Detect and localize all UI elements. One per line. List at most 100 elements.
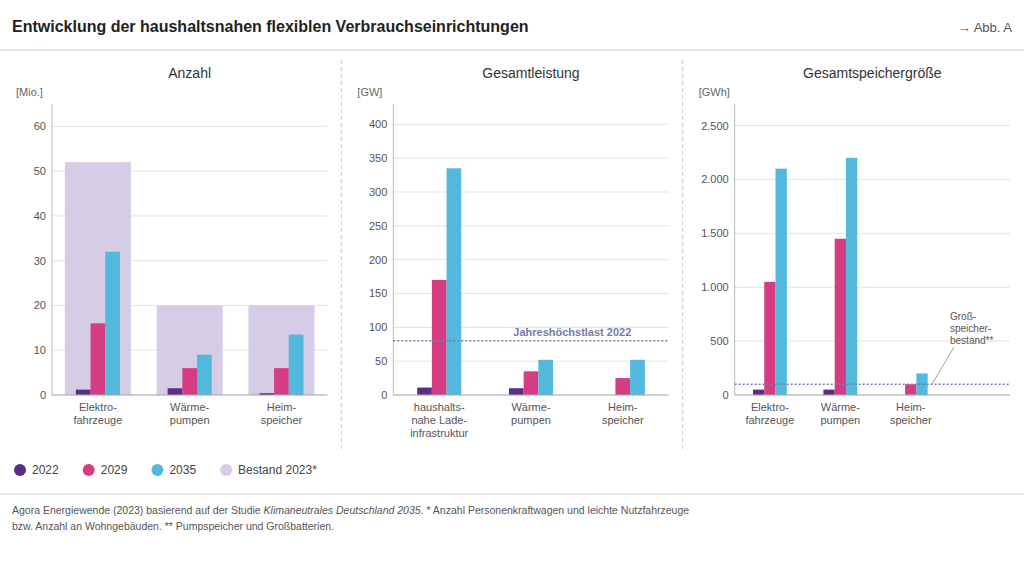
bar — [630, 360, 645, 395]
bar — [764, 282, 775, 395]
footnote-part: Agora Energiewende (2023) basierend auf … — [12, 504, 264, 516]
tick-label: 50 — [34, 165, 46, 177]
legend-marker — [151, 464, 163, 476]
bar — [432, 280, 447, 395]
bar — [524, 371, 539, 395]
category-label-line: speicher — [261, 414, 303, 426]
bar — [91, 323, 106, 395]
tick-label: 60 — [34, 120, 46, 132]
panel: Anzahl[Mio.]0102030405060Elektro-fahrzeu… — [16, 65, 327, 426]
legend-item: Bestand 2023* — [220, 463, 317, 477]
legend-marker — [83, 464, 95, 476]
panel: Gesamtleistung[GW]0501001502002503003504… — [357, 65, 668, 439]
category-label-line: fahrzeuge — [73, 414, 122, 426]
category-label: Elektro-fahrzeuge — [73, 401, 122, 426]
bar — [182, 368, 197, 395]
category-label: Heim-speicher — [261, 401, 303, 426]
footnote-part: Klimaneutrales Deutschland 2035 — [264, 504, 421, 516]
bar — [916, 373, 927, 395]
header-rule — [0, 50, 1024, 51]
tick-label: 400 — [369, 118, 387, 130]
bar — [823, 390, 834, 395]
chart-title: Gesamtspeichergröße — [803, 65, 942, 81]
legend-item: 2022 — [14, 463, 59, 477]
grid-line — [52, 126, 327, 127]
legend-item: 2035 — [151, 463, 196, 477]
backdrop-bar — [65, 162, 131, 395]
bar — [76, 390, 91, 395]
category-label: Wärme-pumpen — [170, 401, 210, 426]
category-label: Elektro-fahrzeuge — [745, 401, 794, 426]
legend-marker — [14, 464, 26, 476]
footnote-part: . * Anzahl Personenkraftwagen und leicht… — [421, 504, 690, 516]
annotation-leader — [932, 347, 954, 384]
footnote: Agora Energiewende (2023) basierend auf … — [12, 504, 689, 516]
legend-marker — [220, 464, 232, 476]
bars — [65, 162, 315, 395]
category-label-line: haushalts- — [414, 401, 465, 413]
category-label-line: Heim- — [896, 401, 926, 413]
tick-label: 40 — [34, 210, 46, 222]
bar — [538, 360, 553, 395]
bar — [197, 355, 212, 395]
bars — [753, 158, 928, 395]
reference-line — [735, 383, 1010, 385]
legend-item: 2029 — [83, 463, 128, 477]
grid-line — [393, 225, 668, 226]
figure-title: Entwicklung der haushaltsnahen flexiblen… — [12, 18, 529, 35]
x-axis-line — [393, 395, 668, 396]
bar — [835, 239, 846, 395]
grid-line — [393, 395, 668, 396]
panel-separator — [341, 60, 342, 452]
tick-label: 0 — [381, 389, 387, 401]
bar — [447, 168, 462, 395]
legend-label: 2035 — [169, 463, 196, 477]
tick-label: 200 — [369, 254, 387, 266]
annotation: Jahreshöchstlast 2022 — [513, 326, 631, 338]
grid-line — [52, 395, 327, 396]
bar — [905, 384, 916, 395]
chart-root: Entwicklung der haushaltsnahen flexiblen… — [0, 0, 1024, 567]
panel-separator — [682, 60, 683, 452]
bar — [417, 388, 432, 395]
tick-label: 30 — [34, 255, 46, 267]
bar — [753, 390, 764, 395]
annotation-line: speicher- — [950, 323, 991, 334]
chart-title: Gesamtleistung — [482, 65, 579, 81]
panel: Gesamtspeichergröße[GWh]05001.0001.5002.… — [699, 65, 1010, 426]
axis-label: [GWh] — [699, 86, 730, 98]
category-label-line: pumpen — [511, 414, 551, 426]
legend-label: 2029 — [101, 463, 128, 477]
category-label: Wärme-pumpen — [511, 401, 551, 426]
grid-line — [393, 191, 668, 192]
tick-label: 150 — [369, 287, 387, 299]
tick-label: 2.000 — [701, 173, 729, 185]
bar — [776, 169, 787, 395]
reference-line — [393, 340, 668, 342]
bars — [417, 168, 645, 395]
axis-label: [Mio.] — [16, 86, 43, 98]
tick-label: 300 — [369, 186, 387, 198]
footnote-rule — [0, 494, 1024, 495]
tick-label: 20 — [34, 299, 46, 311]
tick-label: 50 — [375, 355, 387, 367]
tick-label: 2.500 — [701, 120, 729, 132]
category-label: Heim-speicher — [890, 401, 932, 426]
bar — [289, 335, 304, 395]
x-axis-line — [735, 395, 1010, 396]
tick-label: 100 — [369, 321, 387, 333]
tick-label: 0 — [723, 389, 729, 401]
tick-label: 0 — [40, 389, 46, 401]
legend-label: Bestand 2023* — [238, 463, 317, 477]
tick-label: 250 — [369, 220, 387, 232]
category-label-line: Wärme- — [821, 401, 860, 413]
category-label-line: Heim- — [608, 401, 638, 413]
category-label-line: speicher — [602, 414, 644, 426]
category-label-line: infrastruktur — [410, 427, 468, 439]
grid-line — [393, 158, 668, 159]
category-label: Heim-speicher — [602, 401, 644, 426]
y-axis-line — [52, 104, 53, 395]
category-label-line: speicher — [890, 414, 932, 426]
category-label-line: Heim- — [267, 401, 297, 413]
legend-label: 2022 — [32, 463, 59, 477]
